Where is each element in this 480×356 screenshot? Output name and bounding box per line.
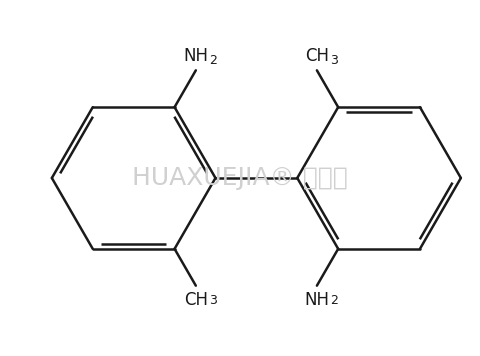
Text: 2: 2 [209,54,217,67]
Text: NH: NH [183,47,208,64]
Text: CH: CH [184,292,208,309]
Text: NH: NH [304,292,329,309]
Text: 3: 3 [330,54,338,67]
Text: 2: 2 [330,294,338,307]
Text: 3: 3 [209,294,217,307]
Text: HUAXUEJIA® 化学加: HUAXUEJIA® 化学加 [132,166,348,190]
Text: CH: CH [305,47,329,64]
